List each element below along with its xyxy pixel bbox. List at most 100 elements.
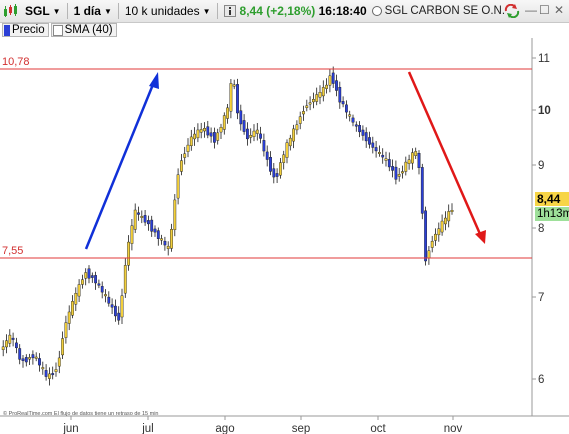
candle-body: [34, 356, 38, 359]
period-label: 1 día: [73, 4, 101, 18]
instrument-name: SGL CARBON SE O.N.: [384, 5, 506, 17]
candle-body: [282, 154, 286, 163]
y-tick-label: 6: [538, 374, 544, 386]
candle-body: [206, 126, 210, 136]
candle-body: [219, 127, 223, 133]
candle-body: [411, 152, 414, 164]
candle-body: [57, 357, 61, 367]
candle-body: [308, 102, 312, 105]
candle-body: [259, 133, 262, 139]
y-tick-label: 9: [538, 160, 544, 172]
candle-body: [430, 240, 434, 248]
candle-body: [364, 132, 368, 142]
candle-body: [146, 220, 150, 225]
candle-body: [186, 144, 190, 152]
units-selector[interactable]: 10 k unidades ▼: [122, 2, 214, 20]
candle-body: [216, 132, 220, 141]
candle-body: [14, 342, 18, 349]
candle-body: [140, 216, 144, 218]
candle-body: [11, 337, 15, 340]
candle-body: [394, 166, 398, 180]
radio-icon[interactable]: [371, 6, 382, 16]
maximize-icon[interactable]: ☐: [539, 3, 550, 17]
candle-body: [80, 279, 84, 285]
x-tick-label: sep: [292, 423, 311, 434]
candle-body: [292, 128, 295, 142]
units-label: 10 k unidades: [124, 4, 200, 18]
close-icon[interactable]: ✕: [554, 3, 565, 17]
quote-time: 16:18:40: [318, 4, 367, 18]
candle-body: [24, 357, 28, 363]
legend-price-label: Precio: [12, 24, 45, 36]
period-selector[interactable]: 1 día ▼: [71, 2, 115, 20]
candle-body: [97, 283, 101, 286]
candle-body: [153, 228, 157, 233]
candle-body: [368, 137, 371, 145]
candle-body: [8, 334, 12, 344]
info-icon[interactable]: [221, 2, 239, 20]
candle-body: [338, 86, 342, 103]
candle-body: [156, 230, 160, 239]
candle-body: [427, 250, 431, 259]
candle-body: [123, 265, 127, 294]
data-credit: © ProRealTime.com El flujo de datos tien…: [3, 411, 159, 417]
candle-body: [67, 311, 71, 324]
last-price: 8,44: [239, 4, 263, 18]
candle-body: [285, 142, 289, 158]
candle-body: [160, 238, 163, 241]
candle-body: [64, 322, 68, 338]
x-tick-label: jun: [62, 423, 78, 434]
candle-body: [417, 153, 421, 168]
candle-body: [44, 370, 48, 377]
candle-body: [335, 80, 338, 91]
x-tick-label: nov: [444, 423, 463, 434]
candle-body: [170, 229, 173, 249]
candle-body: [315, 94, 319, 102]
candle-body: [41, 367, 45, 370]
candle-body: [113, 305, 117, 317]
arrow-up-icon[interactable]: [84, 72, 159, 250]
arrow-down-icon[interactable]: [407, 71, 486, 244]
candle-body: [163, 240, 167, 246]
countdown-tag: 1h13m: [535, 207, 569, 221]
refresh-icon[interactable]: [503, 3, 521, 21]
divider: [66, 3, 68, 19]
candle-body: [275, 173, 279, 177]
candle-body: [1, 346, 5, 350]
legend-sma-label: SMA (40): [64, 24, 113, 36]
candle-body: [318, 92, 322, 98]
chevron-down-icon: ▼: [202, 6, 211, 16]
candle-body: [173, 199, 177, 230]
legend-sma[interactable]: SMA (40): [50, 23, 117, 37]
price-swatch: [4, 24, 10, 36]
candle-body: [397, 174, 401, 177]
chart-type-icon[interactable]: [0, 2, 22, 20]
legend-price[interactable]: Precio: [2, 23, 49, 37]
candle-body: [348, 114, 352, 117]
minimize-icon[interactable]: —: [525, 3, 537, 17]
candle-body: [298, 116, 302, 124]
candle-body: [242, 120, 246, 132]
candle-body: [288, 137, 292, 147]
candle-body: [48, 373, 51, 379]
support-label: 7,55: [2, 245, 23, 257]
candle-body: [345, 104, 348, 113]
candle-body: [199, 129, 203, 133]
symbol-selector[interactable]: SGL ▼: [22, 2, 64, 20]
candle-body: [391, 166, 394, 171]
candle-body: [222, 115, 226, 130]
symbol-label: SGL: [25, 4, 50, 18]
candle-body: [28, 357, 31, 360]
candle-body: [117, 312, 121, 321]
candle-body: [450, 210, 454, 212]
sma-swatch: [52, 24, 63, 36]
candle-body: [424, 210, 427, 262]
candle-body: [143, 215, 147, 223]
resistance-label: 10,78: [2, 56, 30, 68]
candle-body: [312, 99, 315, 103]
candle-body: [387, 159, 391, 168]
price-change: (+2,18%): [266, 4, 316, 18]
x-tick-label: ago: [215, 423, 234, 434]
candle-body: [374, 147, 378, 152]
